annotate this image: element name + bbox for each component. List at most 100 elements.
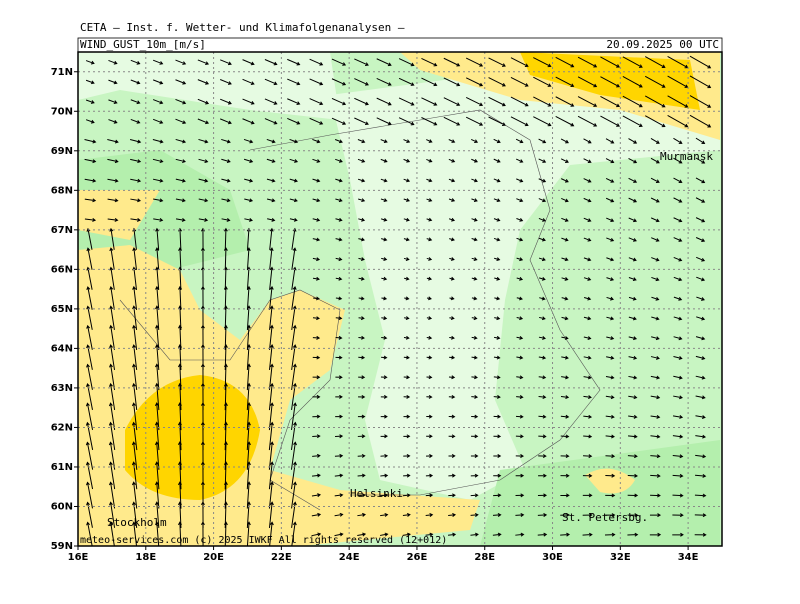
- wind-arrow: [200, 521, 205, 546]
- wind-arrow: [198, 218, 209, 222]
- wind-arrow: [221, 158, 231, 163]
- wind-arrow: [488, 116, 506, 126]
- wind-arrow: [426, 335, 433, 340]
- wind-arrow: [242, 118, 255, 125]
- wind-arrow: [312, 217, 321, 222]
- wind-arrow: [86, 227, 93, 250]
- wind-arrow: [628, 197, 638, 203]
- wind-arrow: [132, 285, 138, 310]
- wind-arrow: [402, 493, 411, 498]
- wind-arrow: [85, 441, 94, 470]
- wind-arrow: [334, 473, 344, 478]
- wind-arrow: [561, 316, 569, 321]
- wind-arrow: [650, 473, 661, 478]
- wind-arrow: [357, 512, 366, 517]
- graticule: [78, 52, 722, 546]
- wind-arrow: [309, 58, 324, 66]
- wind-arrow: [515, 414, 524, 419]
- wind-arrow: [107, 217, 119, 222]
- wind-arrow: [516, 218, 524, 222]
- wind-arrow: [311, 473, 321, 478]
- wind-arrow: [152, 178, 164, 183]
- wind-arrow: [673, 395, 683, 400]
- wind-arrow: [223, 363, 228, 391]
- wind-arrow: [312, 414, 321, 419]
- wind-arrow: [650, 217, 660, 223]
- wind-arrow: [107, 178, 119, 183]
- wind-arrow: [600, 56, 620, 68]
- wind-arrow: [426, 257, 433, 261]
- wind-arrow: [560, 395, 570, 400]
- wind-arrow: [312, 375, 321, 380]
- wind-arrow: [488, 57, 506, 67]
- wind-arrow: [381, 257, 388, 261]
- wind-arrow: [560, 532, 571, 537]
- wind-arrow: [650, 454, 661, 459]
- wind-arrow: [583, 138, 592, 144]
- wind-arrow: [606, 277, 615, 281]
- wind-arrow: [358, 335, 365, 340]
- valid-time: 20.09.2025 00 UTC: [606, 38, 719, 51]
- wind-arrow: [403, 434, 411, 439]
- wind-arrow: [605, 177, 615, 183]
- wind-arrow: [268, 481, 274, 509]
- wind-arrow: [357, 178, 366, 183]
- lon-tick-label: 24E: [339, 552, 360, 563]
- wind-arrow: [493, 473, 502, 478]
- wind-arrow: [152, 79, 164, 85]
- wind-arrow: [516, 178, 524, 183]
- wind-arrow: [515, 158, 524, 163]
- wind-arrow: [108, 461, 116, 490]
- wind-arrow: [689, 95, 712, 108]
- wind-arrow: [539, 276, 546, 281]
- wind-arrow: [449, 237, 455, 242]
- wind-arrow: [628, 355, 638, 360]
- wind-arrow: [583, 355, 592, 360]
- wind-arrow: [108, 79, 118, 85]
- wind-arrow: [155, 344, 160, 371]
- wind-arrow: [651, 276, 660, 282]
- wind-arrow: [108, 441, 116, 470]
- wind-arrow: [403, 198, 410, 202]
- wind-arrow: [107, 139, 119, 144]
- wind-arrow: [177, 421, 182, 451]
- wind-arrow: [673, 355, 683, 360]
- wind-arrow: [269, 247, 274, 270]
- wind-arrow: [471, 198, 478, 202]
- wind-arrow: [515, 434, 524, 439]
- wind-arrow: [381, 296, 388, 301]
- wind-arrow: [357, 473, 366, 478]
- wind-arrow: [268, 344, 274, 371]
- wind-arrow: [628, 296, 637, 301]
- wind-arrow: [246, 521, 251, 546]
- wind-arrow: [335, 237, 343, 242]
- wind-arrow: [354, 117, 369, 126]
- wind-arrow: [85, 60, 95, 65]
- wind-arrow: [605, 454, 616, 459]
- calm-area: [330, 70, 720, 500]
- wind-arrow: [376, 58, 392, 67]
- wind-arrow: [627, 434, 638, 439]
- wind-arrow: [311, 512, 322, 517]
- wind-arrow: [223, 227, 228, 250]
- wind-arrow: [108, 382, 116, 411]
- wind-arrow: [266, 138, 276, 144]
- wind-arrow: [84, 178, 97, 183]
- wind-arrow: [538, 375, 547, 380]
- wind-arrow: [494, 257, 501, 262]
- wind-arrow: [627, 454, 638, 459]
- wind-arrow: [268, 441, 274, 470]
- wind-arrow: [628, 138, 638, 144]
- wind-arrow: [493, 414, 501, 419]
- wind-arrow: [516, 257, 524, 262]
- wind-arrow: [403, 335, 410, 340]
- wind-arrow: [287, 98, 301, 105]
- wind-arrow: [516, 276, 524, 281]
- wind-arrow: [493, 158, 501, 163]
- wind-arrow: [673, 197, 683, 203]
- wind-arrow: [269, 324, 274, 351]
- wind-arrow: [561, 217, 569, 222]
- wind-arrow: [493, 434, 502, 439]
- wind-arrow: [197, 118, 210, 125]
- wind-arrows: [84, 55, 712, 546]
